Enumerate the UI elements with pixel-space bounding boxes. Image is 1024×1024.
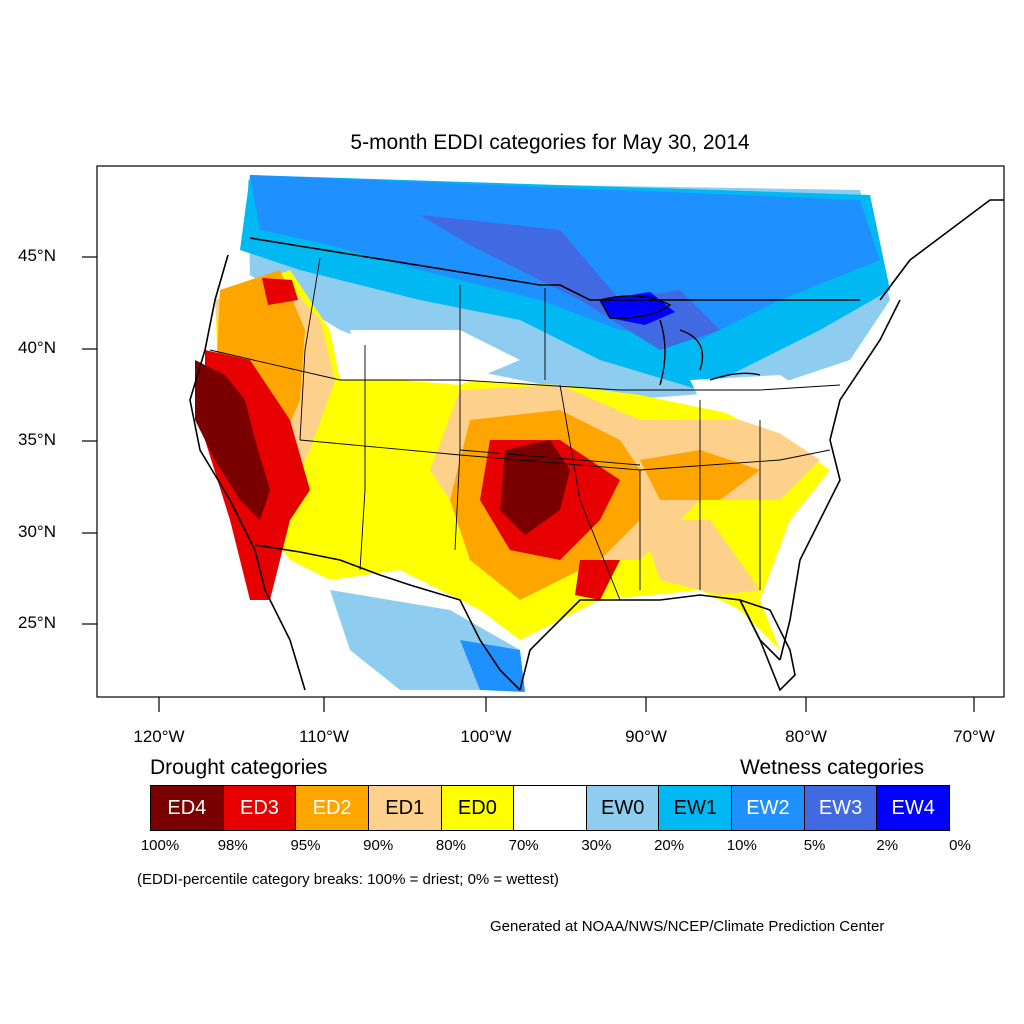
- category-legend: ED4 ED3 ED2 ED1 ED0 EW0 EW1 EW2 EW3 EW4: [150, 785, 950, 831]
- legend-box-ed3: ED3: [223, 786, 297, 830]
- legend-box-neutral: [514, 786, 587, 830]
- drought-heading: Drought categories: [150, 756, 328, 779]
- state-borders: [209, 257, 841, 601]
- lon-label-120: 120°W: [133, 727, 185, 746]
- canada-coast: [879, 199, 1004, 301]
- florida-coast: [738, 598, 796, 692]
- legend-box-ew4: EW4: [877, 786, 950, 830]
- legend-note: (EDDI-percentile category breaks: 100% =…: [137, 871, 559, 888]
- percentile-break: 80%: [435, 837, 466, 854]
- percentile-break: 5%: [803, 837, 826, 854]
- percentile-break: 10%: [726, 837, 757, 854]
- percentile-break: 2%: [876, 837, 899, 854]
- lat-label-40: 40°N: [18, 338, 56, 357]
- credit-text: Generated at NOAA/NWS/NCEP/Climate Predi…: [490, 918, 885, 935]
- legend-box-ed2: ED2: [296, 786, 369, 830]
- percentile-break: 30%: [581, 837, 612, 854]
- map-title: 5-month EDDI categories for May 30, 2014: [350, 131, 750, 154]
- lat-label-35: 35°N: [18, 430, 56, 449]
- drought-region-ed4: [195, 360, 570, 535]
- lat-label-25: 25°N: [18, 613, 56, 632]
- lat-label-30: 30°N: [18, 522, 56, 541]
- neutral-region-east: [690, 375, 820, 440]
- percentile-break: 95%: [290, 837, 321, 854]
- percentile-break: 70%: [508, 837, 539, 854]
- great-lakes: [598, 295, 761, 386]
- lat-ticks: [82, 256, 97, 625]
- legend-box-ew2: EW2: [732, 786, 805, 830]
- percentile-break: 20%: [654, 837, 685, 854]
- lon-label-110: 110°W: [299, 727, 349, 746]
- east-coast: [779, 299, 901, 661]
- map-frame: [96, 165, 1005, 698]
- lat-label-45: 45°N: [18, 246, 56, 265]
- west-coast: [189, 254, 306, 691]
- legend-box-ed4: ED4: [151, 786, 224, 830]
- neutral-region-central: [350, 330, 520, 385]
- lon-ticks: [158, 697, 975, 712]
- us-mexico-border: [254, 544, 521, 691]
- percentile-break: 100%: [140, 837, 180, 854]
- lon-label-80: 80°W: [785, 727, 827, 746]
- legend-box-ed1: ED1: [368, 786, 442, 830]
- lon-label-90: 90°W: [625, 727, 667, 746]
- legend-box-ew3: EW3: [804, 786, 878, 830]
- legend-box-ew0: EW0: [586, 786, 660, 830]
- legend-box-ew1: EW1: [659, 786, 733, 830]
- drought-region-ed2: [215, 270, 760, 600]
- lon-label-70: 70°W: [953, 727, 995, 746]
- legend-box-ed0: ED0: [441, 786, 515, 830]
- percentile-break: 90%: [363, 837, 394, 854]
- lon-label-100: 100°W: [460, 727, 512, 746]
- percentile-break: 98%: [217, 837, 248, 854]
- wetness-heading: Wetness categories: [740, 756, 925, 779]
- us-canada-border: [249, 237, 860, 301]
- percentile-break: 0%: [949, 837, 971, 854]
